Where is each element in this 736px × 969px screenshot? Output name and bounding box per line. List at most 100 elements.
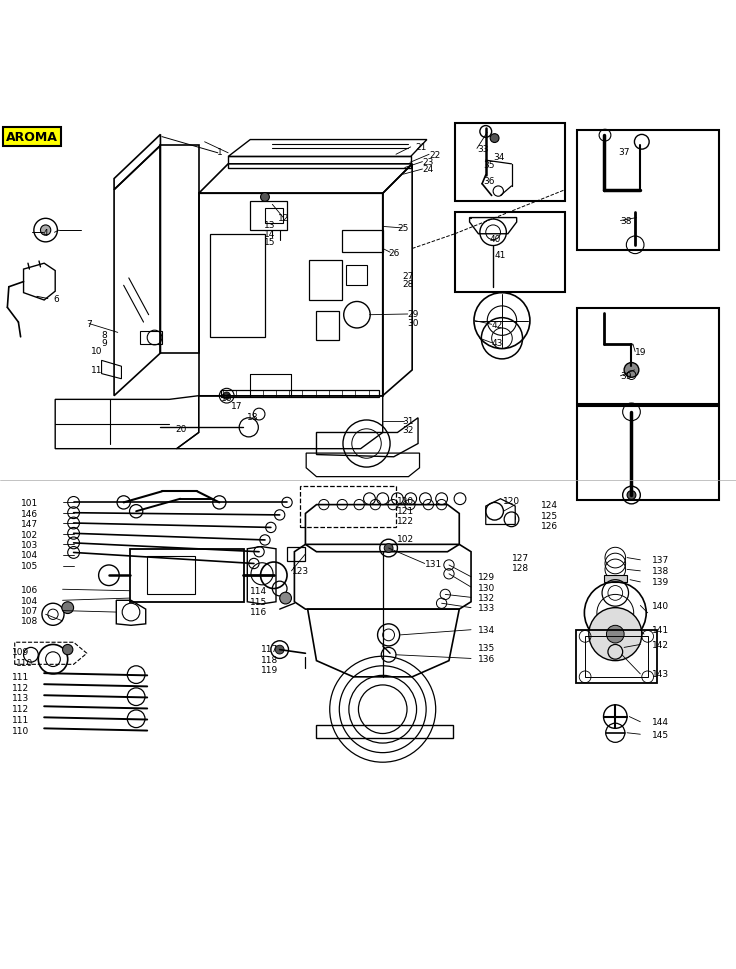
Text: 120: 120 xyxy=(503,496,520,505)
Bar xyxy=(210,234,265,337)
Circle shape xyxy=(627,491,636,500)
Text: 118: 118 xyxy=(261,655,278,664)
Text: 123: 123 xyxy=(291,567,308,576)
Text: 29: 29 xyxy=(408,310,419,319)
Text: 137: 137 xyxy=(652,556,669,565)
Text: 142: 142 xyxy=(652,641,669,649)
Circle shape xyxy=(589,608,642,661)
Text: 125: 125 xyxy=(541,512,558,520)
Text: 124: 124 xyxy=(541,501,558,510)
Text: 30: 30 xyxy=(408,319,420,328)
Text: 143: 143 xyxy=(652,670,669,678)
Text: 38: 38 xyxy=(620,217,632,226)
Text: 10: 10 xyxy=(91,347,102,356)
Text: 112: 112 xyxy=(12,683,29,692)
Text: 4: 4 xyxy=(43,229,49,237)
Text: 43: 43 xyxy=(492,339,503,348)
Text: 37: 37 xyxy=(618,147,630,157)
Text: 144: 144 xyxy=(652,717,669,727)
Circle shape xyxy=(275,645,284,654)
Text: 25: 25 xyxy=(397,224,408,234)
Text: 147: 147 xyxy=(21,519,38,529)
Text: 35: 35 xyxy=(484,161,495,170)
Text: 23: 23 xyxy=(422,158,434,167)
Text: 13: 13 xyxy=(263,221,275,231)
Bar xyxy=(300,486,396,527)
Text: 16: 16 xyxy=(221,394,233,403)
Text: 134: 134 xyxy=(478,626,495,635)
Text: 133: 133 xyxy=(478,604,495,612)
Text: 116: 116 xyxy=(250,608,267,616)
Circle shape xyxy=(280,593,291,605)
Text: 22: 22 xyxy=(429,150,440,160)
Circle shape xyxy=(624,363,639,378)
Text: 104: 104 xyxy=(21,550,38,559)
Text: 11: 11 xyxy=(91,365,102,374)
Text: 114: 114 xyxy=(250,586,267,596)
Text: 27: 27 xyxy=(403,272,414,281)
Text: 111: 111 xyxy=(12,715,29,724)
Bar xyxy=(455,213,565,293)
Bar xyxy=(346,266,367,286)
Text: 40: 40 xyxy=(489,235,500,244)
Text: 14: 14 xyxy=(263,230,275,238)
Text: 141: 141 xyxy=(652,626,669,635)
Text: 108: 108 xyxy=(21,616,38,626)
Circle shape xyxy=(261,194,269,203)
Text: 126: 126 xyxy=(541,522,558,531)
Text: 128: 128 xyxy=(512,564,529,573)
Text: 135: 135 xyxy=(478,643,495,652)
Text: 117: 117 xyxy=(261,644,278,653)
Text: 31: 31 xyxy=(403,417,414,425)
Text: 9: 9 xyxy=(102,339,107,348)
Text: 138: 138 xyxy=(652,567,669,576)
Text: 6: 6 xyxy=(53,295,59,303)
Text: 34: 34 xyxy=(493,153,504,162)
Bar xyxy=(455,124,565,203)
Text: 39: 39 xyxy=(620,372,632,381)
Text: 103: 103 xyxy=(21,541,38,549)
Text: 7: 7 xyxy=(86,320,92,328)
Text: 130: 130 xyxy=(478,583,495,592)
Circle shape xyxy=(40,226,51,236)
Text: 140: 140 xyxy=(652,602,669,610)
Text: 8: 8 xyxy=(102,330,107,340)
Text: 20: 20 xyxy=(175,424,186,434)
Text: 104: 104 xyxy=(21,596,38,606)
Text: 106: 106 xyxy=(21,585,38,594)
Text: 19: 19 xyxy=(635,348,647,357)
Text: AROMA: AROMA xyxy=(6,131,57,144)
Bar xyxy=(577,407,719,501)
Bar xyxy=(147,556,195,595)
Text: 132: 132 xyxy=(478,593,495,602)
Text: 109: 109 xyxy=(12,647,29,657)
Text: 131: 131 xyxy=(425,559,442,569)
Text: 122: 122 xyxy=(397,516,414,526)
Text: 17: 17 xyxy=(231,402,243,411)
Text: 129: 129 xyxy=(478,573,495,581)
Text: 28: 28 xyxy=(403,280,414,289)
Text: 111: 111 xyxy=(12,672,29,681)
Text: 115: 115 xyxy=(250,597,267,606)
Text: 42: 42 xyxy=(492,321,503,329)
Text: 105: 105 xyxy=(21,562,38,571)
Circle shape xyxy=(223,392,230,400)
Circle shape xyxy=(63,644,73,655)
Text: 120: 120 xyxy=(397,496,414,505)
Text: 146: 146 xyxy=(21,510,38,518)
Text: 36: 36 xyxy=(484,177,495,186)
Bar xyxy=(316,312,339,341)
Bar xyxy=(130,549,244,602)
Bar xyxy=(309,261,342,300)
Bar xyxy=(576,630,657,683)
Circle shape xyxy=(384,544,393,553)
Circle shape xyxy=(62,602,74,614)
Text: 32: 32 xyxy=(403,425,414,434)
Text: 119: 119 xyxy=(261,666,278,674)
Text: 136: 136 xyxy=(478,654,495,663)
Text: 101: 101 xyxy=(21,498,38,508)
Text: 26: 26 xyxy=(389,248,400,258)
Text: 21: 21 xyxy=(416,143,427,152)
Text: 102: 102 xyxy=(397,535,414,544)
Text: 127: 127 xyxy=(512,553,529,563)
